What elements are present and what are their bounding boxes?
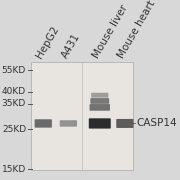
FancyBboxPatch shape bbox=[89, 118, 111, 129]
Text: Mouse heart: Mouse heart bbox=[116, 0, 157, 60]
Text: CASP14: CASP14 bbox=[136, 118, 177, 129]
Text: Mouse liver: Mouse liver bbox=[91, 4, 130, 60]
Text: 35KD: 35KD bbox=[2, 99, 26, 108]
FancyBboxPatch shape bbox=[60, 120, 77, 127]
FancyBboxPatch shape bbox=[90, 104, 110, 111]
FancyBboxPatch shape bbox=[116, 119, 134, 128]
FancyBboxPatch shape bbox=[91, 93, 108, 98]
FancyBboxPatch shape bbox=[35, 119, 52, 128]
Text: 40KD: 40KD bbox=[2, 87, 26, 96]
FancyBboxPatch shape bbox=[90, 98, 109, 104]
Text: HepG2: HepG2 bbox=[35, 25, 61, 60]
Text: A431: A431 bbox=[60, 32, 82, 60]
Text: 25KD: 25KD bbox=[2, 125, 26, 134]
Text: 55KD: 55KD bbox=[2, 66, 26, 75]
FancyBboxPatch shape bbox=[31, 62, 133, 170]
Text: 15KD: 15KD bbox=[2, 165, 26, 174]
